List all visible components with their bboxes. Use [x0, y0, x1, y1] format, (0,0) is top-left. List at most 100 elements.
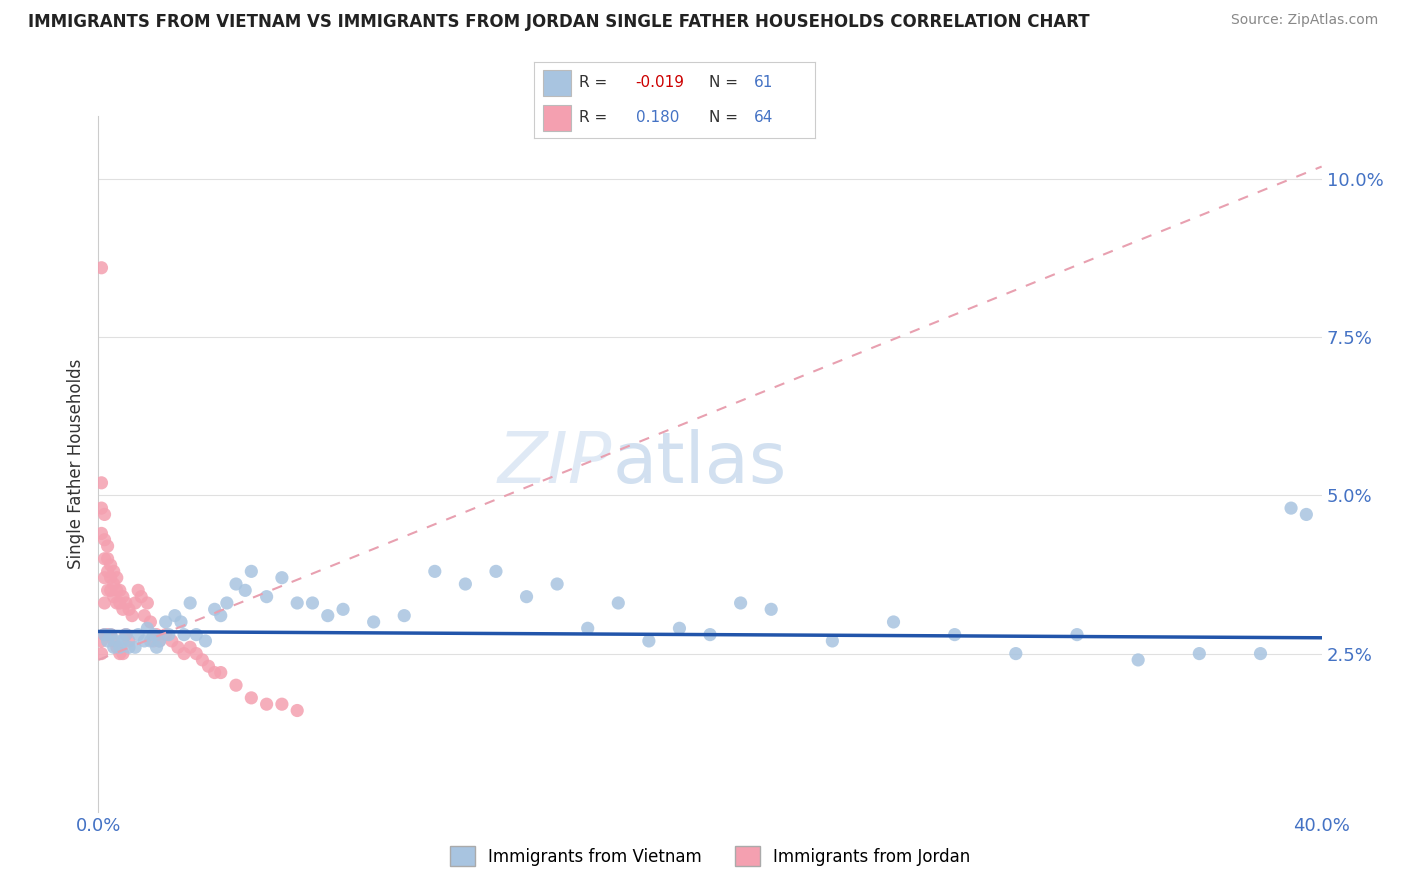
Text: R =: R =	[579, 76, 607, 90]
Point	[103, 565, 125, 579]
Point	[111, 590, 134, 604]
Point	[124, 640, 146, 655]
Point	[179, 640, 201, 655]
Point	[240, 690, 263, 705]
Point	[90, 475, 112, 490]
Point	[225, 678, 247, 692]
Point	[285, 704, 308, 718]
Point	[118, 640, 141, 655]
Point	[943, 627, 966, 641]
Point	[108, 640, 131, 655]
Point	[546, 577, 568, 591]
Point	[93, 571, 115, 585]
Point	[103, 634, 125, 648]
Point	[160, 634, 183, 648]
Point	[1249, 647, 1271, 661]
Point	[256, 697, 278, 711]
Point	[90, 526, 112, 541]
Point	[97, 627, 120, 641]
Point	[108, 647, 131, 661]
Point	[93, 533, 115, 547]
Point	[118, 634, 141, 648]
Point	[270, 571, 292, 585]
Point	[270, 697, 292, 711]
Point	[111, 634, 134, 648]
Point	[516, 590, 538, 604]
Point	[97, 634, 120, 648]
Point	[215, 596, 238, 610]
Point	[115, 596, 138, 610]
Text: 0.180: 0.180	[636, 110, 679, 125]
Point	[285, 596, 308, 610]
Point	[1188, 647, 1211, 661]
Point	[186, 627, 208, 641]
Text: N =: N =	[709, 76, 738, 90]
Point	[392, 608, 416, 623]
Point	[1295, 508, 1317, 522]
Point	[139, 634, 162, 648]
Point	[576, 621, 599, 635]
Point	[134, 634, 156, 648]
Point	[233, 583, 256, 598]
Point	[111, 647, 134, 661]
Point	[699, 627, 721, 641]
Text: ZIP: ZIP	[498, 429, 612, 499]
Point	[127, 583, 149, 598]
Point	[97, 565, 120, 579]
Point	[155, 615, 177, 629]
Point	[170, 615, 193, 629]
Point	[225, 577, 247, 591]
Point	[105, 640, 128, 655]
Point	[173, 627, 195, 641]
Point	[97, 583, 120, 598]
Point	[142, 627, 165, 641]
Point	[129, 590, 152, 604]
FancyBboxPatch shape	[543, 105, 571, 130]
Point	[637, 634, 661, 648]
Point	[100, 583, 122, 598]
Point	[93, 627, 115, 641]
Point	[204, 665, 226, 680]
Point	[105, 571, 128, 585]
Point	[100, 627, 122, 641]
Point	[1004, 647, 1026, 661]
Point	[103, 640, 125, 655]
Point	[115, 627, 138, 641]
Point	[100, 571, 122, 585]
Point	[149, 634, 172, 648]
FancyBboxPatch shape	[543, 70, 571, 95]
Point	[90, 634, 112, 648]
Point	[108, 583, 131, 598]
Point	[149, 634, 172, 648]
Point	[821, 634, 844, 648]
Point	[883, 615, 905, 629]
Point	[204, 602, 226, 616]
Point	[93, 508, 115, 522]
Point	[90, 647, 112, 661]
Point	[191, 653, 214, 667]
Point	[332, 602, 354, 616]
Text: 64: 64	[754, 110, 773, 125]
Point	[157, 627, 180, 641]
Point	[194, 634, 217, 648]
Point	[423, 565, 446, 579]
Point	[145, 640, 167, 655]
Point	[100, 627, 122, 641]
Point	[155, 627, 177, 641]
Point	[124, 596, 146, 610]
Text: -0.019: -0.019	[636, 76, 685, 90]
Point	[759, 602, 782, 616]
Point	[142, 634, 165, 648]
Point	[607, 596, 630, 610]
Point	[1279, 501, 1302, 516]
Point	[256, 590, 278, 604]
Point	[134, 608, 156, 623]
Point	[97, 551, 120, 566]
Point	[316, 608, 339, 623]
Point	[93, 627, 115, 641]
Point	[179, 596, 201, 610]
Text: R =: R =	[579, 110, 607, 125]
Point	[1066, 627, 1088, 641]
Point	[668, 621, 690, 635]
Point	[90, 260, 112, 275]
